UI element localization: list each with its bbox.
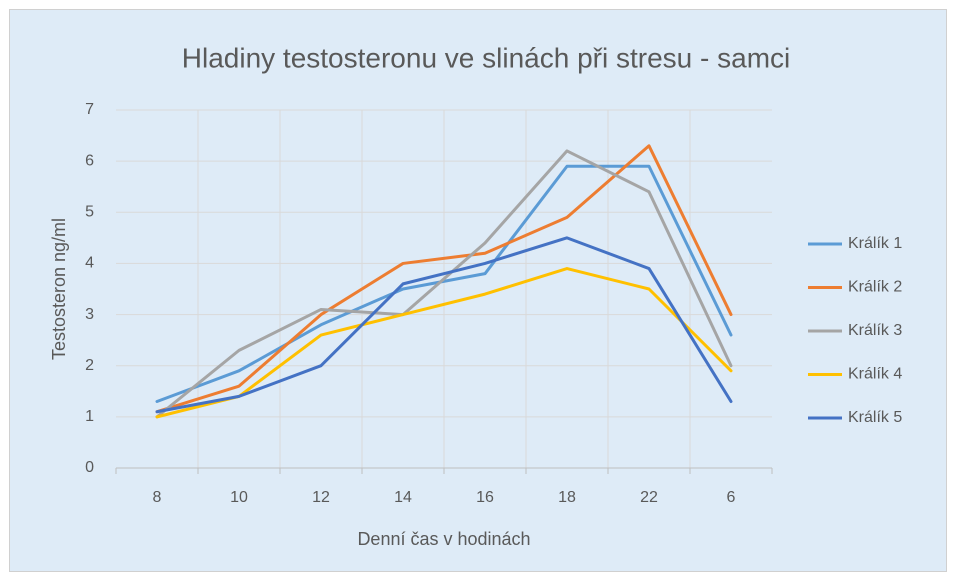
x-tick-label: 8 (153, 489, 162, 506)
y-tick-label: 6 (85, 152, 94, 169)
x-tick-label: 12 (312, 489, 330, 506)
series-line (155, 267, 733, 419)
y-tick-label: 5 (85, 204, 94, 221)
x-axis-label: Denní čas v hodinách (357, 529, 530, 549)
y-tick-label: 7 (85, 101, 94, 118)
series-line (155, 236, 733, 414)
chart-title: Hladiny testosteronu ve slinách při stre… (182, 42, 790, 73)
y-tick-label: 3 (85, 306, 94, 323)
series-line (155, 149, 733, 419)
legend-label: Králík 5 (848, 409, 902, 426)
legend-label: Králík 3 (848, 322, 902, 339)
y-tick-label: 0 (85, 459, 94, 476)
legend-label: Králík 1 (848, 235, 902, 252)
y-axis-label: Testosteron ng/ml (49, 218, 69, 360)
chart-background (9, 9, 947, 572)
series-line (155, 164, 733, 404)
legend-label: Králík 2 (848, 279, 902, 296)
series-line (155, 144, 733, 414)
x-tick-label: 14 (394, 489, 412, 506)
legend-label: Králík 4 (848, 366, 902, 383)
y-tick-label: 4 (85, 255, 94, 272)
x-tick-label: 10 (230, 489, 248, 506)
x-tick-label: 6 (727, 489, 736, 506)
y-tick-label: 1 (85, 408, 94, 425)
y-tick-label: 2 (85, 357, 94, 374)
x-tick-label: 22 (640, 489, 658, 506)
x-tick-label: 18 (558, 489, 576, 506)
x-tick-label: 16 (476, 489, 494, 506)
